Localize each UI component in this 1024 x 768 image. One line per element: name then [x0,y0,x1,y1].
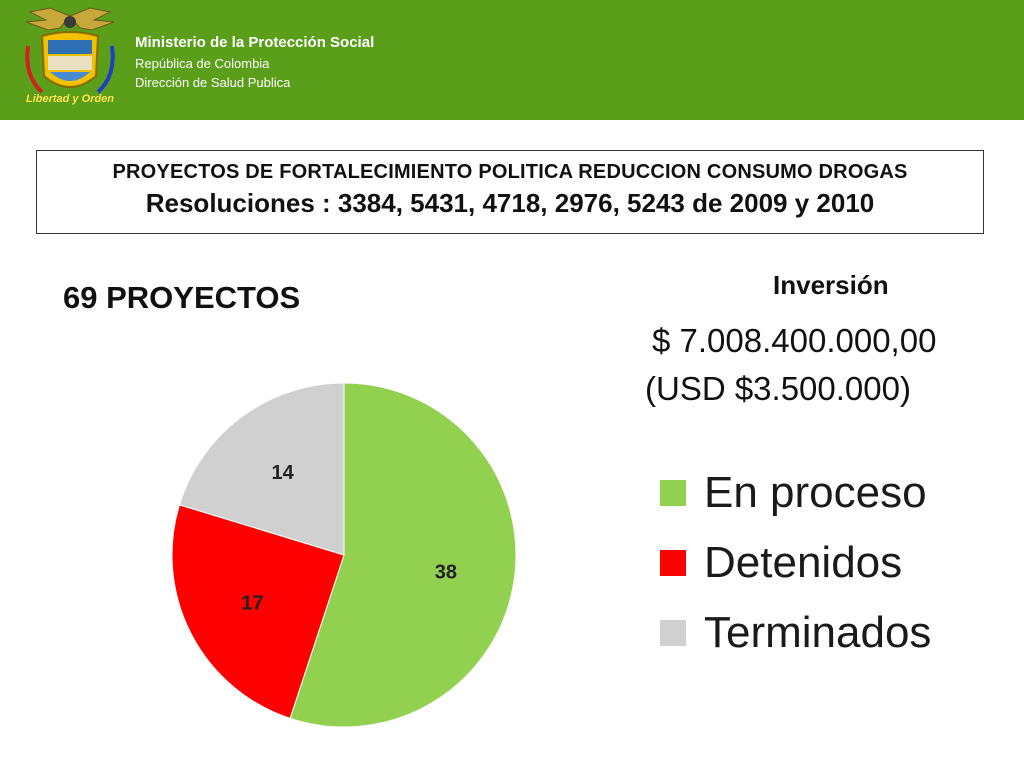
legend-label-detenidos: Detenidos [704,538,903,587]
legend-swatch-terminados [660,620,686,646]
legend-item-detenidos: Detenidos [660,528,931,598]
project-count: 69 PROYECTOS [63,280,301,315]
legend-label-terminados: Terminados [704,608,932,657]
page-title: PROYECTOS DE FORTALECIMIENTO POLITICA RE… [112,161,908,183]
directorate-name: Dirección de Salud Publica [135,75,291,90]
page-subtitle: Resoluciones : 3384, 5431, 4718, 2976, 5… [145,188,875,218]
pie-chart: 38 17 14 [171,382,517,728]
investment-label: Inversión [773,270,889,300]
seal-caption: Libertad y Orden [25,93,115,105]
data-label-detenidos: 17 [241,592,263,614]
ministry-name: Ministerio de la Protección Social [135,34,375,51]
legend-item-terminados: Terminados [660,598,931,668]
country-name: República de Colombia [135,56,270,71]
chart-legend: En proceso Detenidos Terminados [660,458,931,668]
title-box: PROYECTOS DE FORTALECIMIENTO POLITICA RE… [36,150,984,234]
legend-item-en-proceso: En proceso [660,458,931,528]
header-banner: Libertad y Orden Ministerio de la Protec… [0,0,1024,120]
investment-cop: $ 7.008.400.000,00 [652,322,937,359]
data-label-terminados: 14 [271,462,294,484]
data-label-en-proceso: 38 [435,561,457,583]
pie-slice-en-proceso [289,382,517,728]
investment-usd: (USD $3.500.000) [645,370,911,407]
pie-slice-terminados [178,382,345,556]
pie-slice-detenidos [171,504,345,719]
legend-swatch-en-proceso [660,480,686,506]
ministry-block: Ministerio de la Protección Social Repúb… [135,34,374,92]
legend-label-en-proceso: En proceso [704,468,927,517]
legend-swatch-detenidos [660,550,686,576]
coat-of-arms-icon [25,7,115,94]
